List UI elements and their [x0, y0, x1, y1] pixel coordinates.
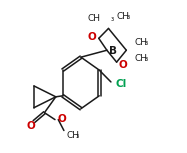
Text: O: O [88, 32, 96, 42]
Text: ₃: ₃ [126, 12, 129, 21]
Text: CH: CH [117, 12, 130, 21]
Text: ₃: ₃ [144, 38, 147, 47]
Text: ₃: ₃ [144, 54, 147, 63]
Text: CH: CH [87, 14, 100, 23]
Text: O: O [26, 121, 35, 131]
Text: CH: CH [134, 38, 147, 47]
Text: ₃: ₃ [110, 14, 113, 23]
Text: CH: CH [66, 131, 79, 140]
Text: B: B [109, 46, 117, 56]
Text: O: O [118, 60, 127, 70]
Text: Cl: Cl [116, 79, 127, 89]
Text: ₃: ₃ [76, 131, 79, 140]
Text: O: O [57, 114, 66, 124]
Text: CH: CH [134, 54, 147, 63]
